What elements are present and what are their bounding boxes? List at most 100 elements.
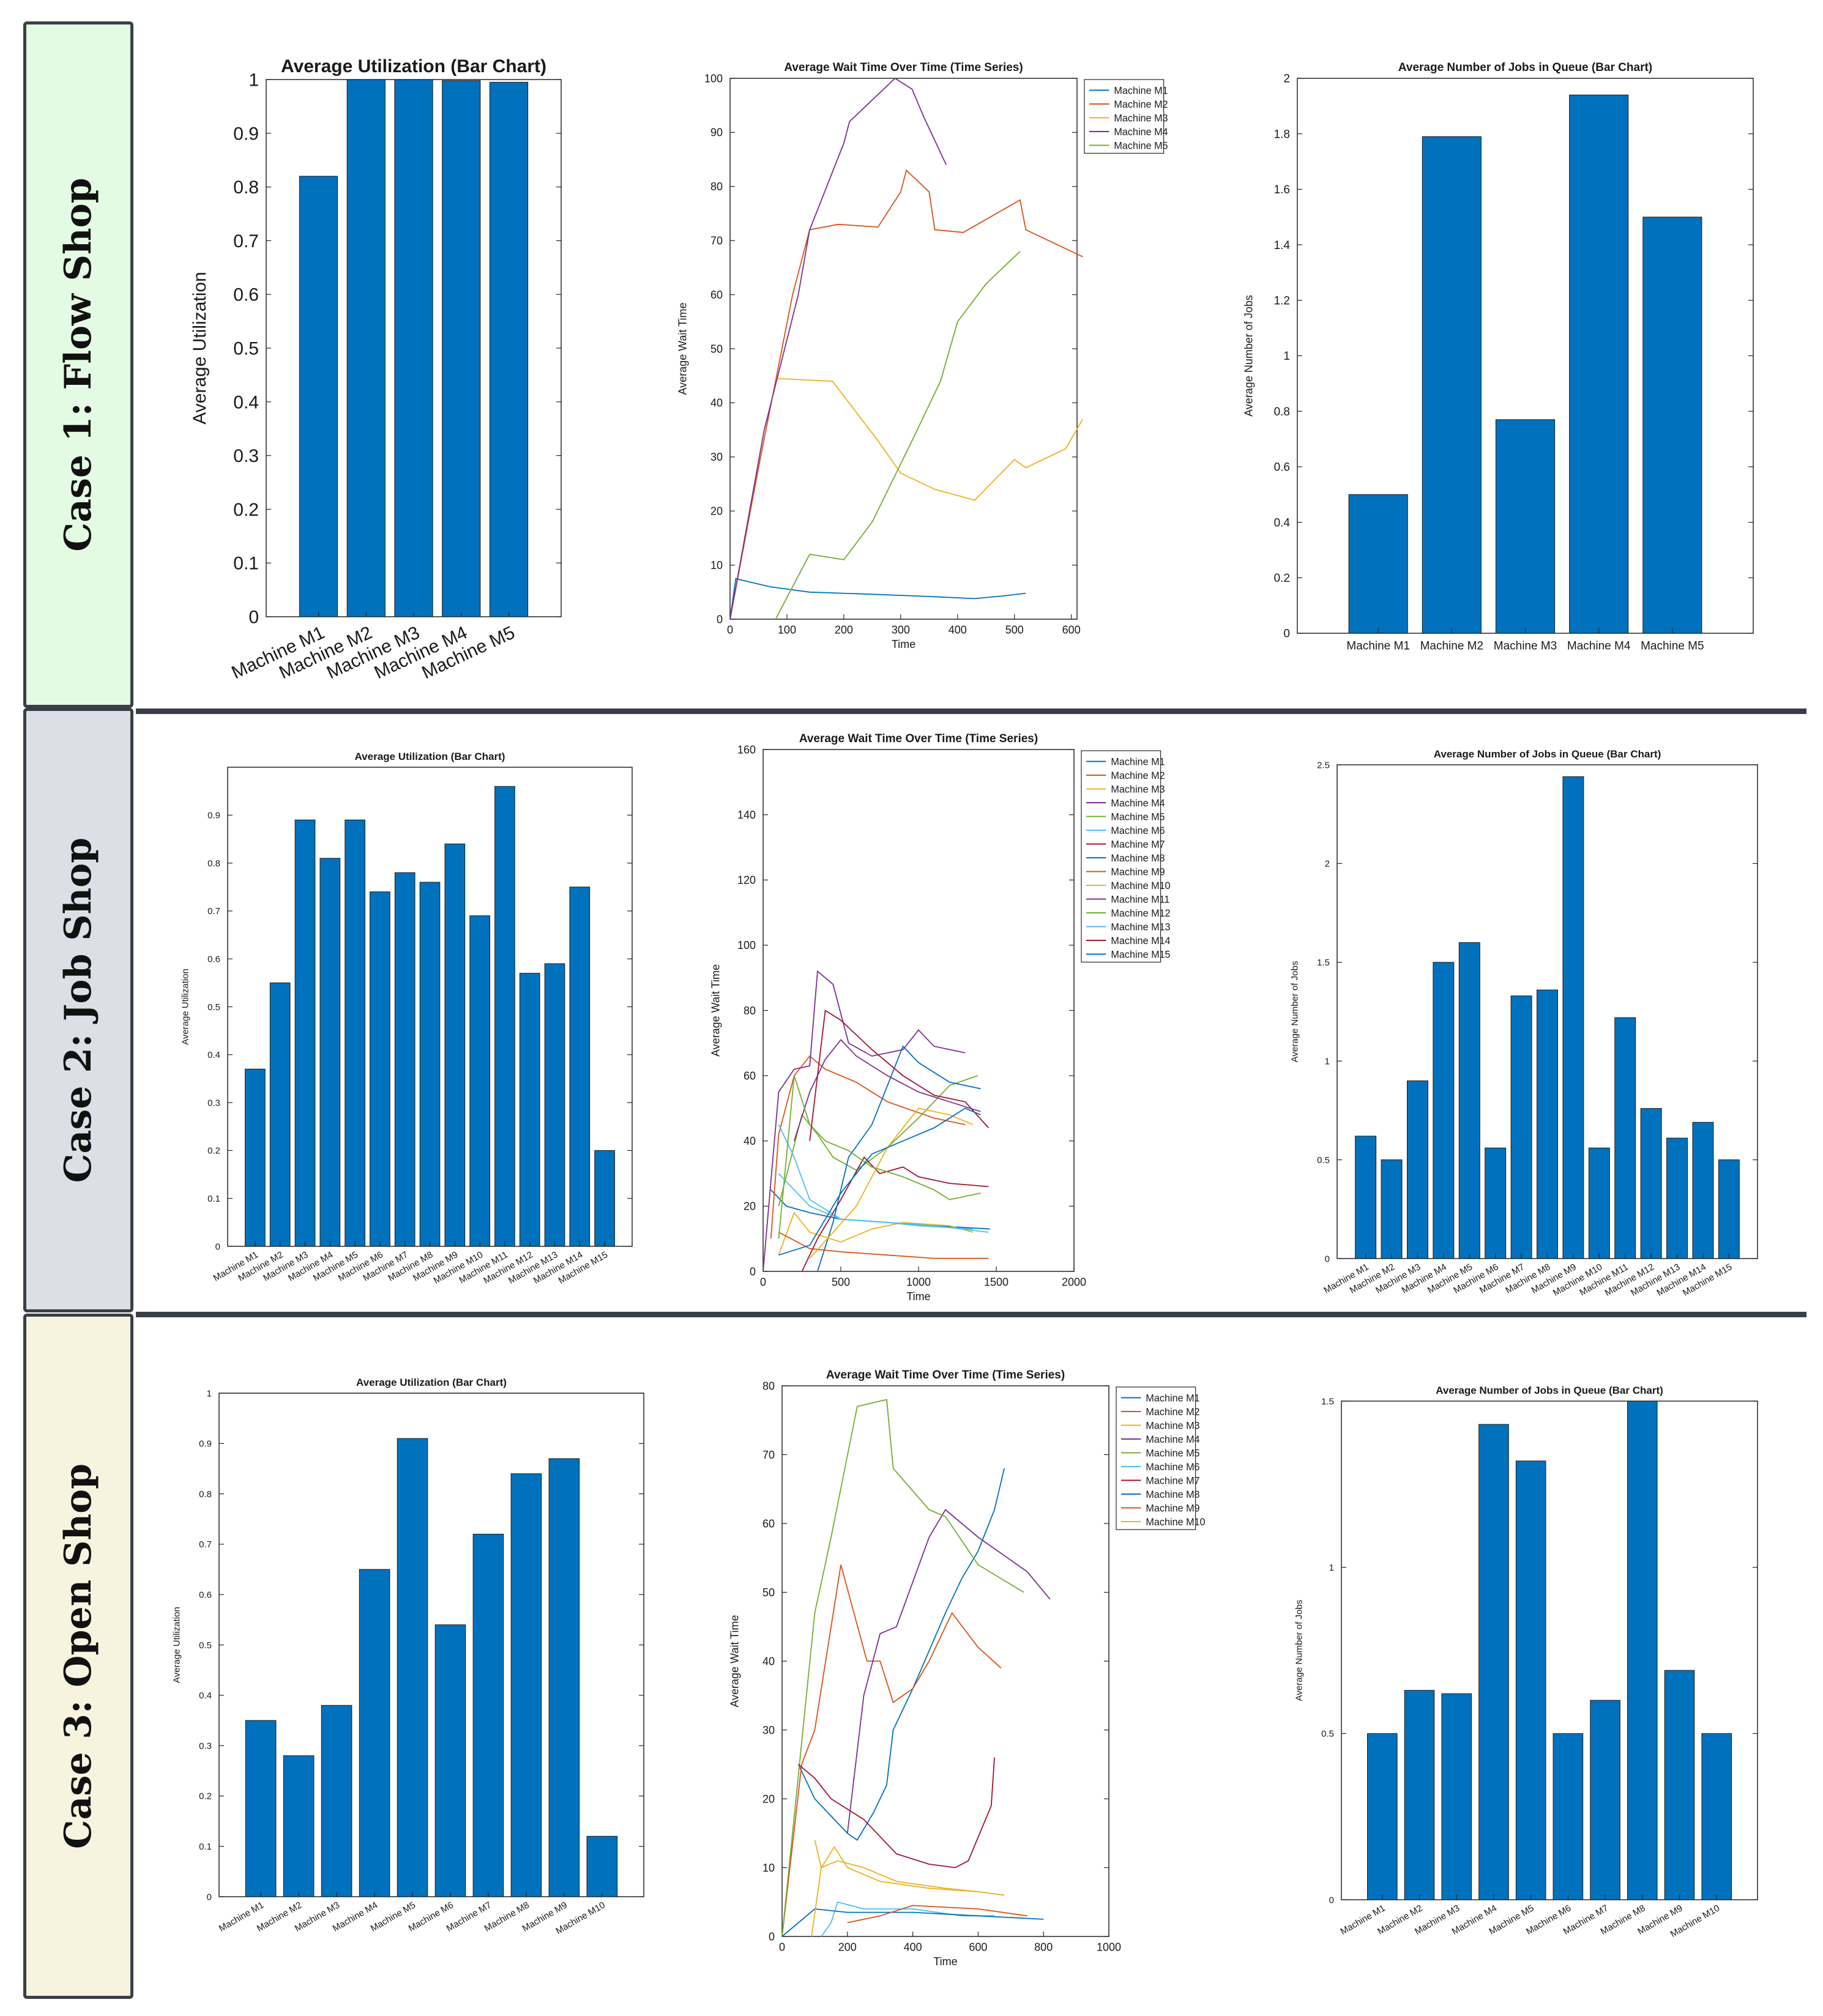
plot-area — [781, 1385, 1109, 1937]
y-tick-label: 0.8 — [233, 177, 259, 198]
x-tick-label: 500 — [1005, 623, 1024, 636]
series-line-machine-m8 — [817, 1045, 981, 1272]
bar-machine-m4 — [319, 858, 341, 1247]
y-tick-label: 50 — [710, 343, 723, 355]
bar-machine-m9 — [1664, 1670, 1695, 1900]
y-axis-label: Average Wait Time — [729, 1615, 741, 1707]
case-1-label: Case 1: Flow Shop — [57, 177, 100, 552]
x-tick-label: Machine M2 — [1420, 640, 1484, 653]
legend-entry: Machine M7 — [1111, 839, 1165, 850]
y-tick-label: 0 — [1329, 1895, 1334, 1905]
y-tick-label: 1 — [207, 1388, 212, 1399]
chart-case2-wait-time: Average Wait Time Over Time (Time Series… — [710, 732, 1171, 1303]
bar-machine-m12 — [1640, 1108, 1662, 1259]
series-line-machine-m3 — [778, 1211, 974, 1255]
series-line-machine-m5 — [775, 251, 1021, 620]
legend-entry: Machine M9 — [1111, 866, 1165, 877]
y-tick-label: 70 — [762, 1449, 775, 1461]
legend — [1116, 1386, 1196, 1530]
plot-area — [729, 78, 1078, 620]
case-1-panel: Case 1: Flow Shop — [23, 21, 133, 708]
legend-entry: Machine M7 — [1146, 1475, 1199, 1486]
y-tick-label: 2 — [1283, 73, 1290, 86]
series-line-machine-m2 — [770, 1055, 966, 1239]
y-tick-label: 2 — [1325, 859, 1330, 869]
legend-entry: Machine M2 — [1146, 1407, 1199, 1418]
y-tick-label: 80 — [762, 1380, 775, 1392]
x-tick-label: Machine M4 — [1567, 640, 1631, 653]
y-tick-label: 0.7 — [233, 231, 259, 251]
y-axis-label: Average Wait Time — [677, 302, 689, 395]
series-line-machine-m13 — [778, 1173, 989, 1233]
bar-machine-m3 — [294, 819, 316, 1247]
series-line-machine-m10 — [811, 1860, 1005, 1937]
y-tick-label: 90 — [710, 127, 723, 139]
y-tick-label: 0.6 — [207, 954, 220, 964]
plot-area — [1341, 1400, 1758, 1900]
bar-machine-m3 — [394, 79, 433, 617]
y-tick-label: 80 — [710, 180, 723, 193]
x-tick-label: 400 — [949, 623, 967, 636]
chart-title: Average Utilization (Bar Chart) — [356, 1377, 507, 1388]
series-line-machine-m4 — [762, 970, 966, 1272]
y-tick-label: 40 — [710, 397, 723, 409]
bar-machine-m4 — [1569, 94, 1629, 634]
y-tick-label: 0.5 — [1317, 1155, 1330, 1166]
y-tick-label: 0.4 — [1274, 516, 1291, 529]
y-tick-label: 1 — [1283, 350, 1290, 363]
series-line-machine-m5 — [781, 1399, 1024, 1937]
legend-entry: Machine M9 — [1146, 1503, 1199, 1514]
y-tick-label: 0.4 — [207, 1050, 220, 1060]
legend-entry: Machine M2 — [1114, 99, 1168, 110]
x-tick-label: Machine M3 — [1494, 640, 1557, 653]
bar-machine-m7 — [394, 872, 416, 1247]
case-separator-1 — [136, 709, 1806, 714]
y-axis-label: Average Number of Jobs — [1290, 961, 1300, 1063]
bar-machine-m5 — [345, 819, 365, 1247]
bar-machine-m2 — [283, 1755, 315, 1897]
y-tick-label: 1 — [1325, 1056, 1330, 1066]
bar-machine-m2 — [1381, 1159, 1403, 1259]
x-tick-label: 600 — [969, 1941, 987, 1953]
bar-machine-m9 — [1562, 776, 1584, 1259]
y-axis-label: Average Utilization — [181, 969, 191, 1045]
series-line-machine-m7 — [798, 1757, 995, 1869]
series-line-machine-m3 — [775, 378, 1084, 501]
bar-machine-m8 — [510, 1473, 542, 1897]
case-2-panel: Case 2: Job Shop — [23, 708, 133, 1312]
legend-entry: Machine M5 — [1114, 140, 1168, 151]
bar-machine-m14 — [569, 887, 591, 1247]
x-tick-label: 800 — [1034, 1941, 1053, 1953]
x-tick-label: Machine M5 — [1641, 640, 1704, 653]
y-tick-label: 0.4 — [233, 392, 259, 412]
chart-title: Average Wait Time Over Time (Time Series… — [799, 732, 1038, 745]
y-tick-label: 1.8 — [1274, 128, 1290, 141]
y-tick-label: 0.9 — [233, 124, 259, 144]
y-tick-label: 120 — [737, 874, 756, 887]
bar-machine-m3 — [1441, 1693, 1472, 1900]
case-3-panel: Case 3: Open Shop — [23, 1314, 133, 1999]
bar-machine-m8 — [419, 882, 441, 1247]
y-tick-label: 0.5 — [199, 1640, 212, 1651]
bar-machine-m2 — [1404, 1690, 1435, 1900]
bar-machine-m10 — [586, 1836, 618, 1897]
series-line-machine-m4 — [729, 77, 947, 620]
bar-machine-m7 — [1590, 1700, 1620, 1900]
y-tick-label: 40 — [762, 1655, 775, 1667]
chart-title: Average Number of Jobs in Queue (Bar Cha… — [1434, 748, 1661, 760]
chart-case1-wait-time: Average Wait Time Over Time (Time Series… — [677, 61, 1168, 650]
chart-title: Average Number of Jobs in Queue (Bar Cha… — [1398, 61, 1652, 74]
bar-machine-m6 — [1553, 1733, 1584, 1900]
y-axis-label: Average Wait Time — [710, 964, 722, 1057]
y-tick-label: 160 — [737, 743, 756, 756]
y-tick-label: 0.9 — [207, 811, 220, 821]
y-tick-label: 30 — [710, 451, 723, 463]
x-tick-label: 2000 — [1062, 1276, 1086, 1288]
y-tick-label: 80 — [744, 1005, 756, 1017]
series-line-machine-m2 — [729, 169, 1083, 620]
plot-area — [762, 749, 1075, 1272]
y-tick-label: 0 — [248, 608, 259, 628]
bar-machine-m14 — [1692, 1121, 1714, 1259]
x-tick-label: 200 — [838, 1941, 857, 1953]
bar-machine-m10 — [1588, 1147, 1610, 1259]
